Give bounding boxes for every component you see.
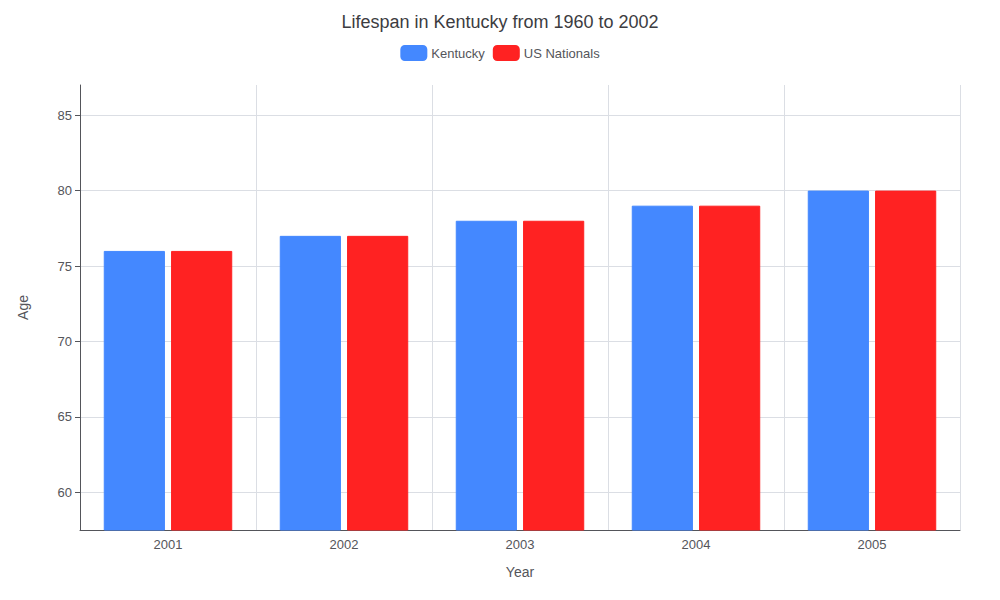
- svg-text:65: 65: [58, 409, 72, 424]
- svg-text:US Nationals: US Nationals: [524, 46, 600, 61]
- svg-text:Kentucky: Kentucky: [431, 46, 485, 61]
- svg-text:Lifespan in Kentucky from 1960: Lifespan in Kentucky from 1960 to 2002: [341, 12, 658, 32]
- svg-text:80: 80: [58, 183, 72, 198]
- svg-text:2003: 2003: [506, 537, 535, 552]
- svg-text:2004: 2004: [682, 537, 711, 552]
- svg-text:2001: 2001: [154, 537, 183, 552]
- svg-text:Year: Year: [506, 564, 535, 580]
- svg-text:Age: Age: [15, 295, 31, 320]
- svg-text:2002: 2002: [330, 537, 359, 552]
- svg-text:70: 70: [58, 334, 72, 349]
- svg-text:75: 75: [58, 259, 72, 274]
- svg-text:2005: 2005: [858, 537, 887, 552]
- svg-text:60: 60: [58, 485, 72, 500]
- svg-text:85: 85: [58, 108, 72, 123]
